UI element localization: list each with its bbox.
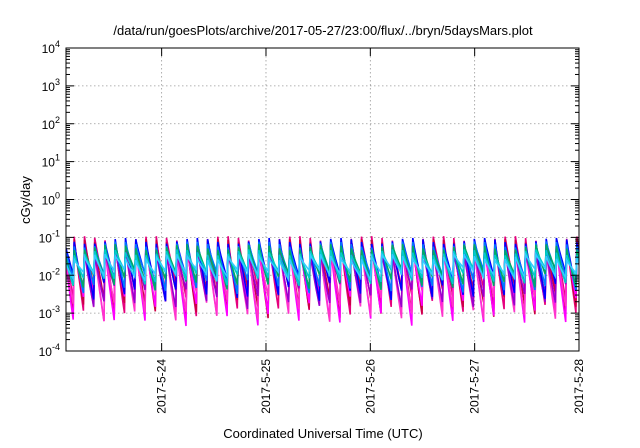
chart-title: /data/run/goesPlots/archive/2017-05-27/2… <box>113 23 533 38</box>
y-tick-label: 10-1 <box>39 228 60 245</box>
y-axis: 10-4 10-3 10-2 10-1 100 101 102 103 104 <box>39 39 579 359</box>
x-axis-label: Coordinated Universal Time (UTC) <box>223 426 422 441</box>
y-tick-label: 103 <box>42 77 60 94</box>
y-tick-label: 10-2 <box>39 266 60 283</box>
x-axis: 2017-5-24 2017-5-25 2017-5-26 2017-5-27 2017… <box>155 48 586 414</box>
x-tick-label: 2017-5-28 <box>572 359 586 414</box>
x-tick-label: 2017-5-25 <box>259 359 273 414</box>
series-layer <box>66 236 579 327</box>
x-tick-label: 2017-5-26 <box>363 359 377 414</box>
y-tick-label: 10-3 <box>39 304 60 321</box>
x-tick-label: 2017-5-27 <box>468 359 482 414</box>
y-tick-label: 100 <box>42 191 60 208</box>
x-tick-label: 2017-5-24 <box>155 359 169 414</box>
series-line <box>66 251 579 283</box>
y-tick-label: 10-4 <box>39 342 60 359</box>
y-tick-label: 104 <box>42 39 60 56</box>
y-tick-label: 102 <box>42 115 60 132</box>
y-tick-label: 101 <box>42 153 60 170</box>
y-axis-label: cGy/day <box>18 176 33 224</box>
